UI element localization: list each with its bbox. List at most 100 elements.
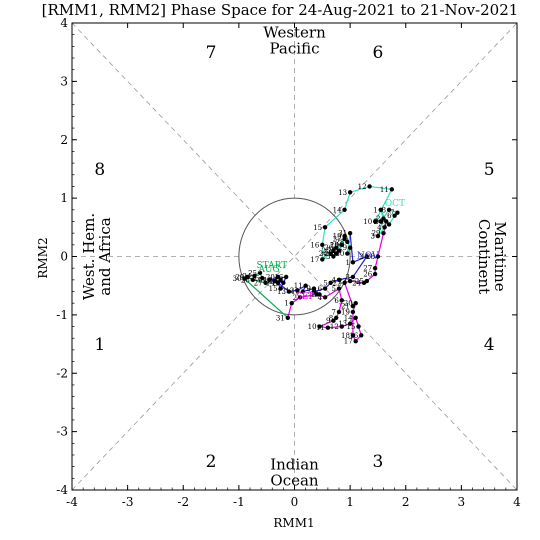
data-point — [336, 277, 342, 283]
trajectory-segment — [369, 185, 392, 190]
month-label: SEP — [296, 292, 315, 302]
data-point — [386, 207, 392, 212]
phase-number: 5 — [484, 160, 495, 180]
day-label: 14 — [333, 206, 342, 214]
data-point — [303, 283, 308, 288]
data-point — [331, 318, 336, 323]
data-point — [267, 277, 272, 283]
month-label: AUG — [257, 265, 279, 275]
data-point — [353, 338, 358, 344]
day-label: 7 — [307, 288, 311, 296]
y-tick-label: -3 — [56, 425, 68, 439]
data-point — [350, 303, 356, 309]
data-point — [285, 315, 291, 320]
day-label: 3 — [309, 291, 313, 299]
day-label: 4 — [377, 224, 382, 232]
data-point — [353, 301, 358, 306]
day-label: 18 — [330, 241, 339, 249]
region-label-line: Ocean — [270, 471, 319, 489]
data-point — [339, 242, 344, 248]
y-tick-label: 2 — [60, 133, 68, 147]
data-point — [347, 190, 353, 195]
x-tick-label: 4 — [513, 495, 521, 509]
day-label: 14 — [344, 314, 353, 322]
data-point — [322, 286, 328, 291]
data-point — [375, 254, 381, 259]
day-label: 14 — [266, 279, 275, 287]
unit-circle — [238, 197, 351, 316]
day-label: 2 — [359, 253, 363, 261]
day-label: 3 — [345, 273, 349, 281]
data-point — [334, 251, 339, 256]
day-label: 21 — [269, 276, 278, 284]
data-point — [359, 333, 364, 338]
x-tick-label: 3 — [458, 495, 466, 509]
region-label-line: Indian — [270, 455, 319, 473]
day-label: 24 — [319, 250, 328, 258]
data-point — [364, 278, 370, 284]
day-label: 20 — [266, 273, 275, 281]
trajectory-segment — [374, 189, 393, 222]
trajectory-segment — [352, 256, 368, 278]
day-label: 18 — [341, 332, 350, 340]
x-tick-label: -4 — [66, 495, 78, 509]
day-label: 22 — [333, 279, 342, 287]
day-label: 19 — [341, 308, 350, 316]
day-label: 31 — [276, 314, 285, 322]
start-label: START — [256, 261, 287, 271]
data-point — [289, 301, 294, 306]
day-label: 19 — [333, 233, 342, 241]
trajectory-segment — [352, 255, 368, 263]
day-label: 5 — [323, 279, 327, 287]
day-label: 9 — [307, 285, 311, 293]
day-label: 15 — [269, 285, 278, 293]
day-label: 27 — [363, 265, 372, 273]
day-label: 24 — [352, 279, 361, 287]
y-tick-label: -2 — [56, 366, 68, 380]
region-label-line: Continent — [475, 219, 493, 294]
day-label: 6 — [387, 212, 392, 220]
data-point — [375, 233, 381, 239]
day-label: 13 — [338, 189, 347, 197]
data-point — [325, 325, 331, 330]
trajectory-segment — [338, 276, 354, 281]
day-label: 13 — [338, 320, 347, 328]
data-point — [322, 295, 328, 300]
day-label: 5 — [382, 221, 386, 229]
x-tick-label: 0 — [291, 495, 299, 509]
phase-number: 3 — [373, 452, 384, 472]
y-tick-label: 3 — [60, 74, 68, 88]
data-point — [384, 219, 389, 224]
data-point — [395, 210, 400, 215]
day-label: 19 — [271, 279, 280, 287]
data-point — [281, 280, 286, 285]
data-point — [250, 277, 255, 283]
day-label: 21 — [341, 303, 350, 311]
day-label: 10 — [308, 323, 317, 331]
data-point — [322, 225, 328, 230]
day-label: 17 — [258, 276, 267, 284]
day-label: 11 — [316, 324, 325, 332]
data-point — [342, 236, 347, 242]
day-label: 9 — [326, 317, 330, 325]
y-tick-label: 0 — [60, 250, 68, 264]
day-label: 8 — [312, 291, 316, 299]
data-point — [278, 286, 283, 291]
data-point — [242, 276, 247, 281]
day-label: 27 — [254, 279, 263, 287]
data-point — [350, 274, 356, 280]
phase-number: 7 — [206, 43, 217, 63]
month-label: NOV — [357, 251, 379, 261]
phase-number: 2 — [206, 452, 217, 472]
data-point — [347, 278, 353, 284]
trajectory-segment — [287, 303, 293, 318]
data-point — [392, 213, 397, 218]
day-label: 29 — [338, 244, 347, 252]
trajectory-segment — [244, 278, 289, 319]
data-point — [350, 260, 356, 265]
day-label: 29 — [372, 230, 381, 238]
day-label: 6 — [334, 297, 339, 305]
data-point — [331, 254, 336, 259]
day-label: 11 — [294, 282, 303, 290]
